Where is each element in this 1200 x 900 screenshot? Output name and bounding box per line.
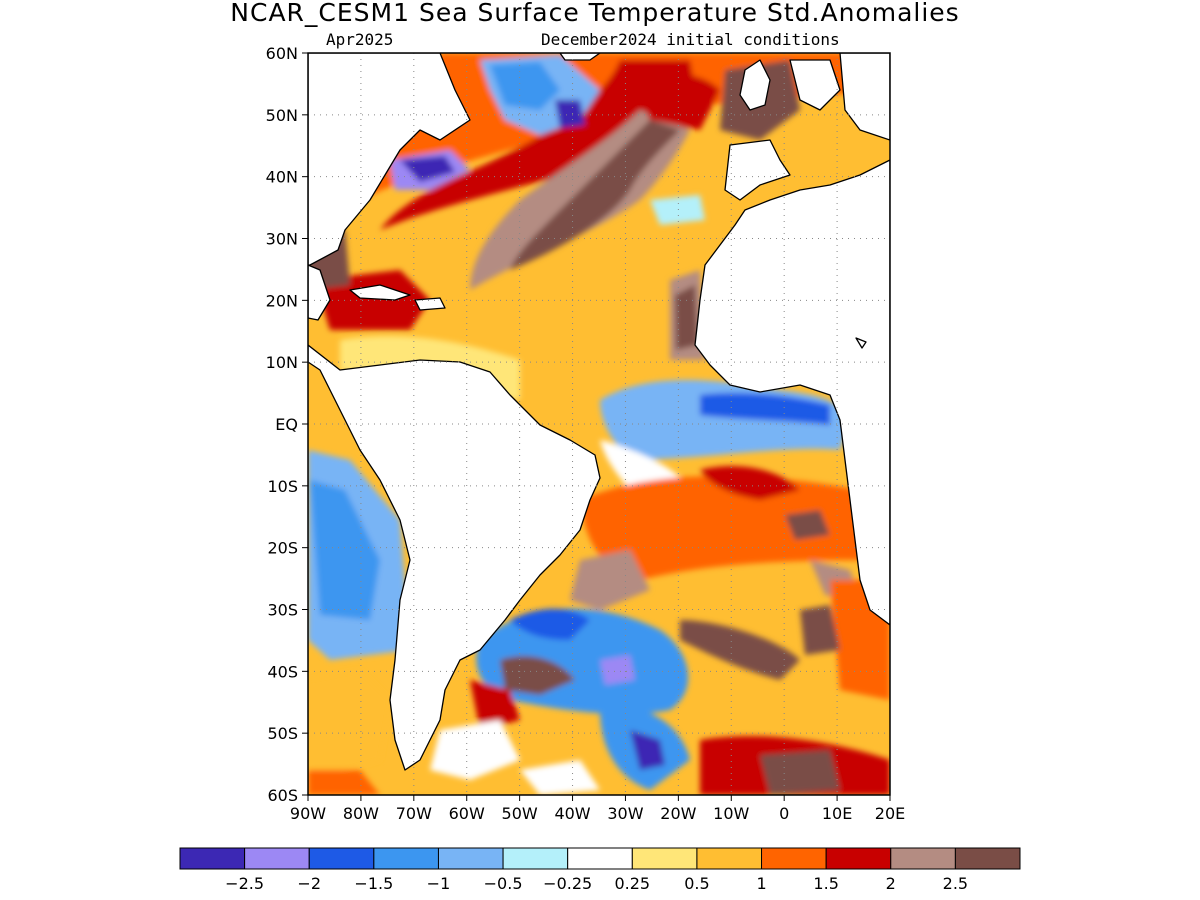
lon-label-40W: 40W	[554, 804, 590, 823]
lat-label-20N: 20N	[266, 291, 298, 310]
map-grid	[308, 53, 890, 795]
lon-label-10W: 10W	[713, 804, 749, 823]
lat-label-40S: 40S	[267, 662, 298, 681]
colorbar-label: −2	[297, 874, 321, 893]
colorbar-swatch	[373, 847, 439, 870]
colorbar-swatch	[890, 847, 956, 870]
lon-label-90W: 90W	[290, 804, 326, 823]
colorbar-swatch	[631, 847, 698, 870]
map-title: NCAR_CESM1 Sea Surface Temperature Std.A…	[230, 0, 960, 27]
colorbar-swatch	[954, 847, 1021, 870]
colorbar-label: 1	[756, 874, 766, 893]
colorbar-swatch	[244, 847, 310, 870]
lat-label-30S: 30S	[267, 601, 298, 620]
colorbar-swatch	[825, 847, 892, 870]
colorbar-swatch	[308, 847, 375, 870]
colorbar-swatch	[761, 847, 827, 870]
colorbar-swatch	[437, 847, 504, 870]
lat-label-20S: 20S	[267, 539, 298, 558]
latitude-labels: 60N 50N 40N 30N 20N 10N EQ 10S 20S 30S 40S 50S 60S	[266, 44, 308, 805]
anomaly-field	[308, 53, 890, 795]
lat-label-30N: 30N	[266, 230, 298, 249]
lat-label-EQ: EQ	[275, 415, 298, 434]
colorbar-labels: −2.5 −2 −1.5 −1 −0.5 −0.25 0.25 0.5 1 1.5 2 2.5	[225, 874, 968, 893]
lon-label-10E: 10E	[822, 804, 852, 823]
colorbar-label: 1.5	[813, 874, 838, 893]
colorbar	[179, 847, 1021, 870]
initial-conditions: December2024 initial conditions	[541, 30, 840, 49]
lat-label-50S: 50S	[267, 724, 298, 743]
colorbar-swatch	[179, 847, 246, 870]
colorbar-label: −1	[427, 874, 451, 893]
lon-label-50W: 50W	[502, 804, 538, 823]
lat-label-10S: 10S	[267, 477, 298, 496]
lon-label-80W: 80W	[343, 804, 379, 823]
lat-label-10N: 10N	[266, 353, 298, 372]
lon-label-70W: 70W	[396, 804, 432, 823]
lat-label-60S: 60S	[267, 786, 298, 805]
longitude-labels: 90W 80W 70W 60W 50W 40W 30W 20W 10W 0 10E 20E	[290, 795, 905, 823]
colorbar-label: −2.5	[225, 874, 264, 893]
colorbar-label: 2.5	[943, 874, 968, 893]
forecast-month: Apr2025	[326, 30, 394, 49]
colorbar-label: 2	[886, 874, 896, 893]
colorbar-label: −1.5	[354, 874, 393, 893]
lon-label-30W: 30W	[607, 804, 643, 823]
colorbar-label: 0.5	[684, 874, 709, 893]
lon-label-20W: 20W	[660, 804, 696, 823]
colorbar-label: −0.25	[543, 874, 592, 893]
lat-label-60N: 60N	[266, 44, 298, 63]
lon-label-60W: 60W	[449, 804, 485, 823]
colorbar-swatch	[567, 847, 633, 870]
colorbar-label: −0.5	[484, 874, 523, 893]
lon-label-20E: 20E	[875, 804, 905, 823]
colorbar-swatch	[502, 847, 569, 870]
lat-label-50N: 50N	[266, 106, 298, 125]
lat-label-40N: 40N	[266, 168, 298, 187]
colorbar-swatch	[696, 847, 763, 870]
colorbar-label: 0.25	[614, 874, 650, 893]
lon-label-0: 0	[779, 804, 789, 823]
